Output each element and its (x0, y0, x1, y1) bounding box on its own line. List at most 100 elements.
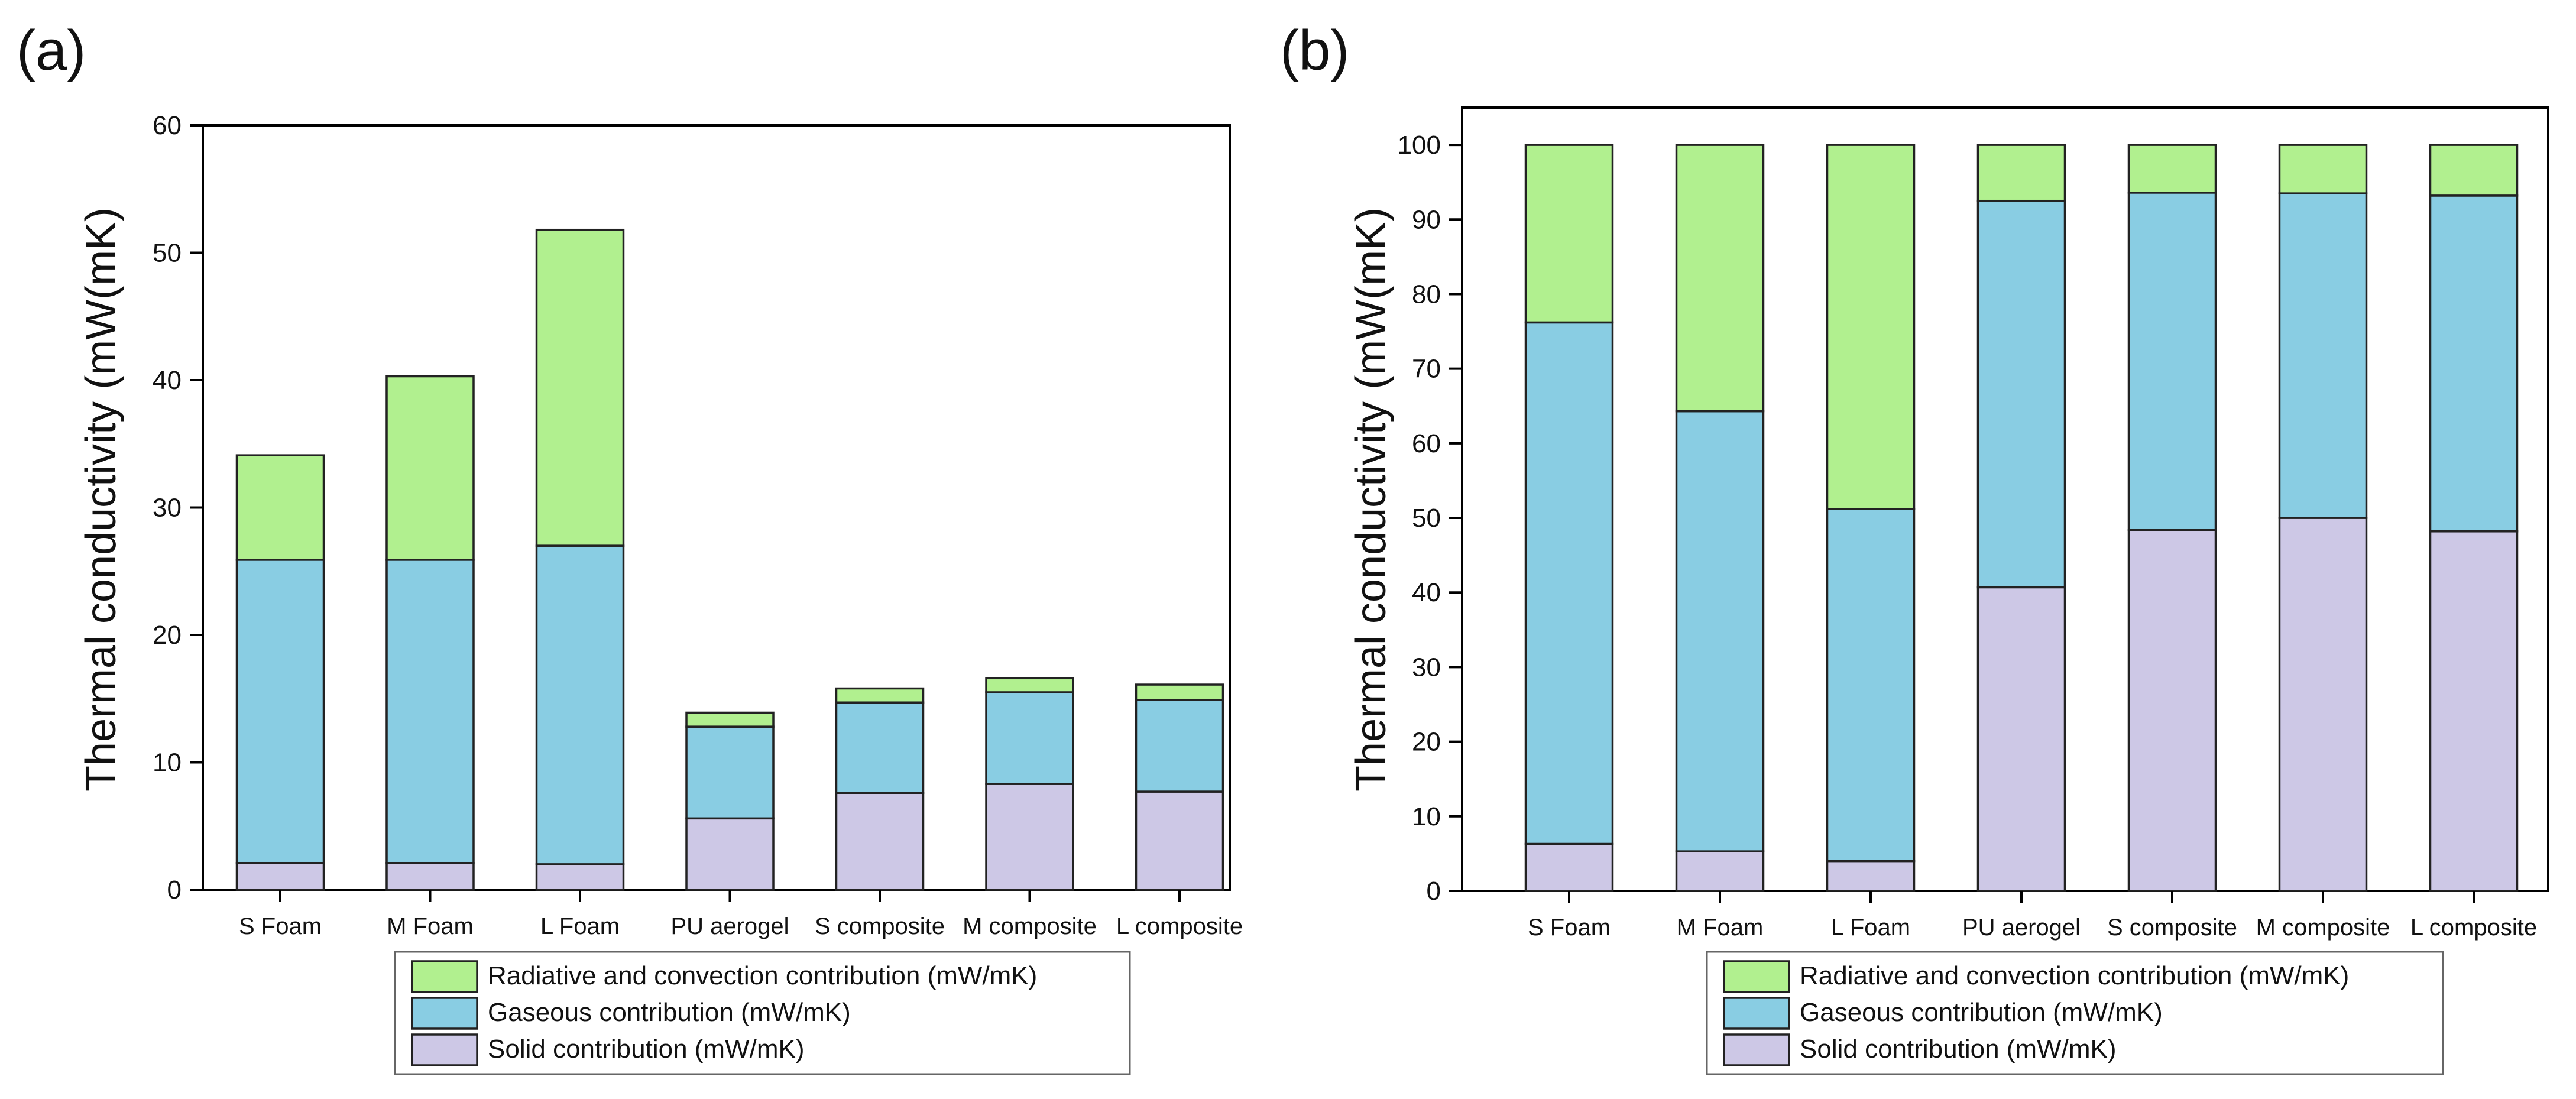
bar-segment-gaseous (385, 559, 475, 864)
panel-b-bars (1524, 144, 2519, 892)
bar-segment-radiative (1135, 683, 1224, 701)
y-tick-label: 100 (1398, 131, 1441, 160)
bar-segment-solid (685, 817, 775, 891)
bar-segment-solid (1524, 842, 1614, 892)
panel-b-label: (b) (1280, 19, 1349, 82)
panel-a-label: (a) (17, 19, 86, 82)
y-tick-label: 50 (1412, 504, 1441, 533)
bar-segment-radiative (2429, 144, 2519, 197)
legend-swatch-radiative (411, 960, 478, 993)
bar-segment-radiative (685, 711, 775, 728)
bar-segment-gaseous (1976, 199, 2066, 589)
y-tick-label: 10 (153, 748, 182, 777)
bar-segment-radiative (235, 454, 325, 561)
bar-segment-solid (1675, 850, 1765, 892)
y-tick-label: 30 (153, 494, 182, 523)
panel-b-legend: Radiative and convection contribution (m… (1706, 951, 2444, 1075)
bar-segment-gaseous (1826, 508, 1916, 863)
panel-a-legend-box (394, 951, 1131, 1075)
legend-label-gaseous: Gaseous contribution (mW/mK) (1800, 998, 2163, 1027)
panel-a-bars (235, 228, 1224, 891)
panel-a-y-axis-title: Thermal conductivity (mW(mK) (77, 208, 125, 792)
legend-swatch-gaseous (411, 997, 478, 1030)
bar-segment-radiative (385, 375, 475, 561)
y-tick-label: 10 (1412, 802, 1441, 831)
y-tick-label: 0 (1427, 877, 1441, 906)
panel-b-chart: (b) Thermal conductivity (mW(mK) 0 10 20 30… (1280, 19, 2549, 1075)
y-tick-label: 30 (1412, 653, 1441, 682)
bar-segment-solid (835, 792, 925, 891)
x-tick-label: S composite (2107, 915, 2237, 941)
bar-segment-gaseous (835, 701, 925, 794)
x-tick-label: L composite (2410, 915, 2537, 941)
panel-b-y-axis-title: Thermal conductivity (mW(mK) (1347, 208, 1395, 792)
x-tick-label: M Foam (1677, 915, 1764, 941)
y-tick-label: 40 (153, 366, 182, 395)
bar-segment-radiative (1524, 144, 1614, 324)
bar-segment-solid (235, 861, 325, 891)
x-tick-label: PU aerogel (1962, 915, 2081, 941)
bar-segment-gaseous (685, 725, 775, 820)
panel-a-y-ticks: 0 10 20 30 40 50 60 (153, 111, 203, 905)
panel-a-chart: (a) Thermal conductivity (mW(mK) 0 10 20 30… (17, 19, 1243, 1075)
x-tick-label: M composite (963, 913, 1097, 939)
legend-swatch-solid (1723, 1033, 1790, 1066)
y-tick-label: 60 (153, 111, 182, 140)
legend-swatch-solid (411, 1033, 478, 1066)
legend-swatch-gaseous (1723, 997, 1790, 1030)
bar-segment-radiative (2278, 144, 2368, 194)
bar-segment-radiative (985, 677, 1074, 693)
bar-segment-radiative (2127, 144, 2217, 194)
legend-swatch-radiative (1723, 960, 1790, 993)
bar-segment-solid (385, 861, 475, 891)
bar-segment-gaseous (2278, 192, 2368, 519)
bar-segment-radiative (1976, 144, 2066, 202)
y-tick-label: 40 (1412, 578, 1441, 607)
panel-a-x-tick-labels: S Foam M Foam L Foam PU aerogel S composite M… (239, 890, 1243, 939)
panel-a-legend: Radiative and convection contribution (m… (394, 951, 1131, 1075)
bar-segment-gaseous (2429, 194, 2519, 533)
bar-segment-solid (535, 863, 625, 891)
y-tick-label: 90 (1412, 205, 1441, 234)
bar-segment-radiative (1675, 144, 1765, 413)
bar-segment-gaseous (2127, 192, 2217, 531)
panel-b-y-ticks: 0 10 20 30 40 50 60 70 80 90 100 (1398, 131, 1462, 906)
bar-segment-radiative (1826, 144, 1916, 510)
x-tick-label: L Foam (1831, 915, 1910, 941)
y-tick-label: 20 (153, 621, 182, 650)
panel-b-legend-box (1706, 951, 2444, 1075)
bar-segment-solid (1826, 860, 1916, 892)
y-tick-label: 60 (1412, 429, 1441, 458)
legend-label-radiative: Radiative and convection contribution (m… (488, 961, 1037, 990)
bar-segment-solid (985, 783, 1074, 891)
y-tick-label: 80 (1412, 280, 1441, 309)
x-tick-label: L Foam (540, 913, 620, 939)
bar-segment-gaseous (235, 559, 325, 864)
legend-label-gaseous: Gaseous contribution (mW/mK) (488, 998, 851, 1027)
bar-segment-gaseous (985, 691, 1074, 785)
x-tick-label: L composite (1116, 913, 1243, 939)
legend-label-solid: Solid contribution (mW/mK) (488, 1035, 804, 1064)
x-tick-label: S Foam (239, 913, 322, 939)
legend-label-radiative: Radiative and convection contribution (m… (1800, 961, 2349, 990)
bar-segment-solid (1976, 586, 2066, 892)
x-tick-label: M Foam (387, 913, 474, 939)
bar-segment-solid (1135, 790, 1224, 891)
x-tick-label: S composite (815, 913, 945, 939)
bar-segment-radiative (535, 228, 625, 547)
y-tick-label: 0 (167, 876, 182, 905)
y-tick-label: 70 (1412, 355, 1441, 384)
y-tick-label: 50 (153, 239, 182, 268)
x-tick-label: S Foam (1528, 915, 1611, 941)
bar-segment-gaseous (1135, 699, 1224, 793)
panel-b-x-tick-labels: S Foam M Foam L Foam PU aerogel S composite M… (1528, 891, 2537, 941)
bar-segment-solid (2127, 529, 2217, 892)
bar-segment-gaseous (535, 544, 625, 865)
bar-segment-radiative (835, 687, 925, 704)
x-tick-label: PU aerogel (670, 913, 789, 939)
bar-segment-solid (2278, 517, 2368, 892)
x-tick-label: M composite (2256, 915, 2390, 941)
bar-segment-solid (2429, 530, 2519, 892)
bar-segment-gaseous (1675, 410, 1765, 852)
